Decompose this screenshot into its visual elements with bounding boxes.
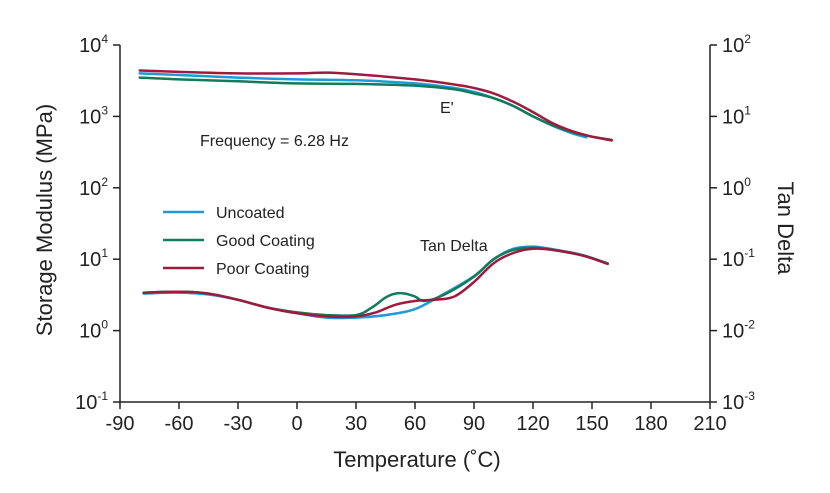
- series-line-good-coating-modulus: [138, 76, 613, 142]
- series-layer: [138, 69, 613, 320]
- legend-label-poor-coating: Poor Coating: [216, 261, 309, 278]
- y-right-tick-label: 100: [722, 175, 751, 200]
- x-axis-title: Temperature (˚C): [333, 447, 500, 472]
- y-left-tick-label: 102: [79, 175, 108, 200]
- y-right-tick-label: 10-2: [722, 318, 755, 343]
- x-tick-label: 150: [575, 413, 608, 435]
- x-tick-label: 0: [291, 413, 302, 435]
- legend: Uncoated Good Coating Poor Coating: [163, 205, 315, 278]
- x-tick-label: -30: [224, 413, 253, 435]
- legend-label-uncoated: Uncoated: [216, 205, 285, 222]
- y-axis-left-title: Storage Modulus (MPa): [32, 104, 57, 336]
- series-line-uncoated-tan-delta: [142, 245, 609, 320]
- y-left-tick-label: 10-1: [75, 389, 108, 414]
- x-tick-label: 90: [463, 413, 485, 435]
- series-line-poor-coating-tan-delta: [142, 247, 609, 319]
- y-left-tick-label: 100: [79, 318, 108, 343]
- x-tick-label: 120: [516, 413, 549, 435]
- x-tick-label: 180: [634, 413, 667, 435]
- frequency-annotation: Frequency = 6.28 Hz: [200, 133, 349, 150]
- x-tick-label: 30: [345, 413, 367, 435]
- plot-frame: [119, 45, 711, 403]
- series-line-poor-coating-modulus: [138, 69, 613, 142]
- y-right-tick-label: 101: [722, 103, 751, 128]
- y-right-tick-label: 10-1: [722, 246, 755, 271]
- y-right-tick-label: 10-3: [722, 389, 755, 414]
- x-tick-label: -90: [106, 413, 135, 435]
- tan-delta-annotation: Tan Delta: [420, 238, 488, 255]
- y-left-tick-label: 101: [79, 246, 108, 271]
- legend-label-good-coating: Good Coating: [216, 233, 315, 250]
- y-left-tick-label: 104: [79, 32, 108, 57]
- ticks-layer: -90 -60 -30 0 30 60 90 120 150 180 210 104 103 102 101…: [75, 32, 755, 435]
- x-tick-label: 210: [693, 413, 726, 435]
- series-line-good-coating-tan-delta: [142, 246, 609, 317]
- y-axis-right-title: Tan Delta: [773, 182, 798, 276]
- x-tick-label: -60: [165, 413, 194, 435]
- y-right-tick-label: 102: [722, 32, 751, 57]
- modulus-annotation: E': [440, 100, 454, 117]
- x-tick-label: 60: [404, 413, 426, 435]
- y-left-tick-label: 103: [79, 103, 108, 128]
